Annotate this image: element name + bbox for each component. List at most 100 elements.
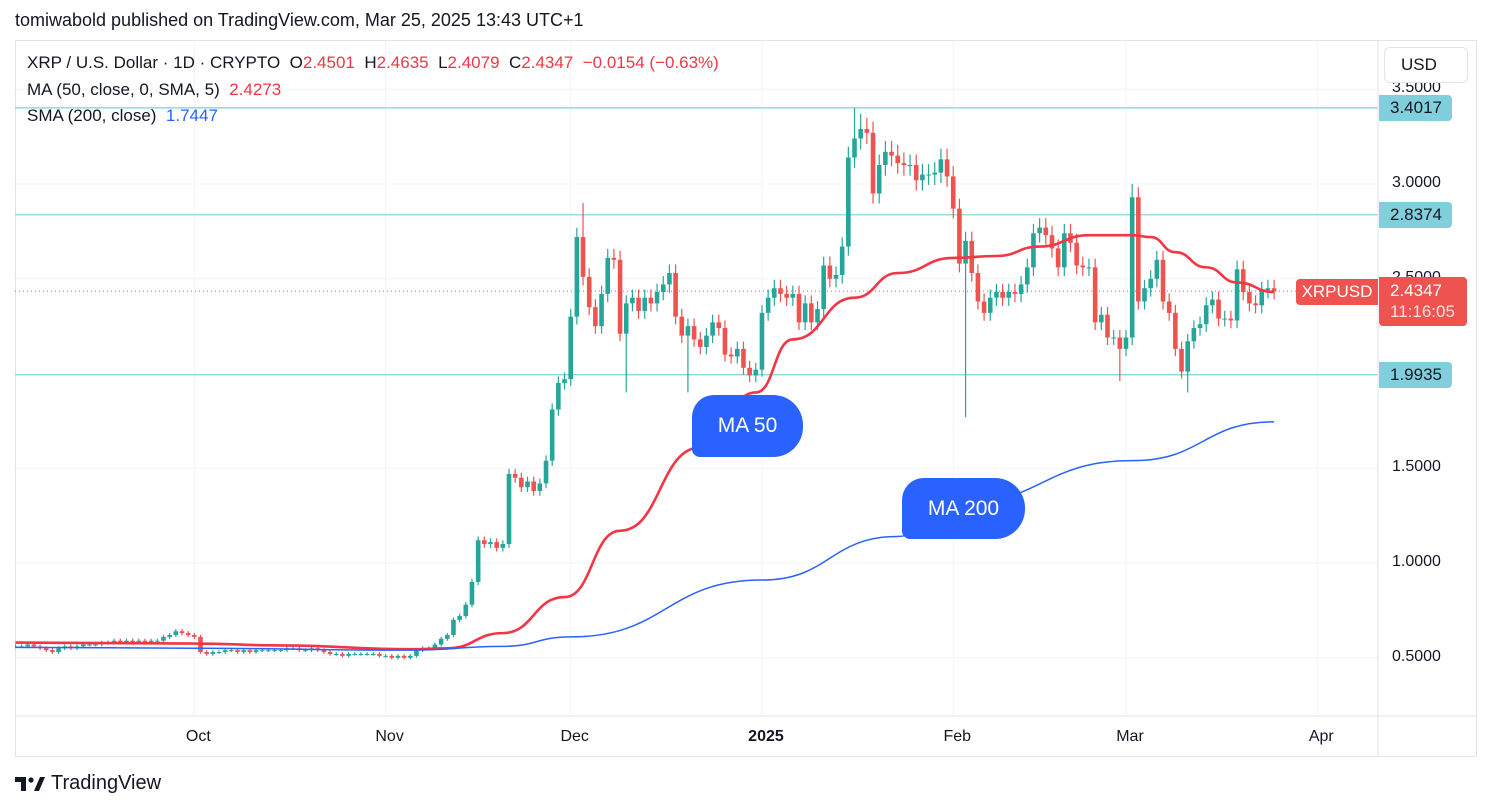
publish-info: tomiwabold published on TradingView.com,… xyxy=(15,10,584,30)
candle-body xyxy=(852,138,857,158)
candle-body xyxy=(580,237,586,277)
candle-body xyxy=(506,473,512,545)
candle-body xyxy=(241,650,246,653)
candle-body xyxy=(124,640,129,643)
candle-body xyxy=(1049,235,1055,249)
candle-body xyxy=(457,616,462,620)
candle-body xyxy=(148,640,154,643)
candle-body xyxy=(525,481,530,488)
candle-body xyxy=(1191,328,1197,342)
symbol-price-label: XRPUSD xyxy=(1296,279,1378,305)
bar-countdown: 11:16:05 xyxy=(1390,302,1455,321)
candle-body xyxy=(537,483,543,491)
candle-body xyxy=(809,303,814,323)
candle-body xyxy=(155,640,160,642)
candle-body xyxy=(1253,303,1258,306)
candle-body xyxy=(673,273,678,317)
sma200-legend[interactable]: SMA (200, close) 1.7447 xyxy=(27,106,218,126)
symbol-legend: XRP / U.S. Dollar · 1D · CRYPTO O2.4501 … xyxy=(27,53,719,73)
candle-body xyxy=(778,288,783,294)
candle-body xyxy=(469,581,475,605)
candle-body xyxy=(401,655,407,658)
candle-body xyxy=(549,409,555,461)
price-tick-label: 1.0000 xyxy=(1392,553,1441,570)
candle-body xyxy=(43,648,49,651)
candle-body xyxy=(136,640,142,643)
candle-body xyxy=(747,367,752,376)
candle-body xyxy=(599,293,604,327)
candle-body xyxy=(623,303,629,334)
price-tick-label: 0.5000 xyxy=(1392,647,1441,665)
high-value: 2.4635 xyxy=(376,53,429,72)
candle-body xyxy=(944,159,950,177)
open-value: 2.4501 xyxy=(302,53,355,72)
low-label: L xyxy=(438,53,448,72)
candle-body xyxy=(352,653,358,655)
candle-body xyxy=(463,604,469,617)
candle-body xyxy=(364,653,370,655)
ma50-value: 2.4273 xyxy=(229,80,282,99)
candle-body xyxy=(772,288,777,298)
tradingview-logo[interactable]: TradingView xyxy=(15,772,161,795)
ma50-annotation[interactable]: MA 50 xyxy=(692,395,803,457)
candle-body xyxy=(728,354,734,357)
candle-body xyxy=(704,335,709,347)
candle-body xyxy=(383,655,388,657)
candle-body xyxy=(1166,301,1172,313)
candle-body xyxy=(253,650,259,653)
plot-area xyxy=(15,41,1378,716)
time-tick-label: Nov xyxy=(375,728,404,745)
candle-body xyxy=(994,292,999,298)
candle-body xyxy=(1222,318,1228,320)
ma50-legend[interactable]: MA (50, close, 0, SMA, 5) 2.4273 xyxy=(27,80,281,100)
candle-body xyxy=(50,650,55,653)
candle-body xyxy=(414,650,419,656)
candle-body xyxy=(697,339,703,347)
candle-body xyxy=(722,328,728,355)
candle-body xyxy=(586,276,592,308)
currency-button[interactable]: USD xyxy=(1384,47,1468,83)
time-tick-label: Feb xyxy=(943,728,972,745)
candle-body xyxy=(1092,267,1098,323)
price-tick-label: 3.5000 xyxy=(1392,79,1441,97)
candle-body xyxy=(56,648,61,653)
candle-body xyxy=(25,644,31,647)
candle-body xyxy=(321,650,327,653)
price-tick-label: 1.5000 xyxy=(1392,458,1441,476)
candle-body xyxy=(438,638,444,645)
ma200-annotation[interactable]: MA 200 xyxy=(902,478,1025,539)
candle-body xyxy=(846,157,851,247)
candle-body xyxy=(167,635,172,637)
candle-body xyxy=(660,284,666,293)
candle-body xyxy=(1197,324,1203,329)
time-tick-label: Dec xyxy=(560,728,589,745)
candle-body xyxy=(741,348,746,368)
candle-body xyxy=(950,176,956,209)
candle-body xyxy=(192,635,197,637)
candle-body xyxy=(574,237,580,317)
candle-body xyxy=(161,636,166,641)
candle-body xyxy=(981,301,987,313)
candle-body xyxy=(815,309,820,323)
candle-body xyxy=(1247,292,1252,304)
symbol-title[interactable]: XRP / U.S. Dollar · 1D · CRYPTO xyxy=(27,53,281,72)
candle-body xyxy=(1080,265,1086,268)
candle-body xyxy=(679,316,685,336)
candle-body xyxy=(790,293,796,298)
candle-body xyxy=(1000,292,1005,298)
candle-body xyxy=(1031,233,1036,268)
candle-body xyxy=(1216,299,1221,319)
candle-body xyxy=(266,650,271,652)
candle-body xyxy=(1055,248,1061,268)
candle-body xyxy=(1265,288,1271,291)
candle-body xyxy=(482,540,487,545)
candle-body xyxy=(765,297,771,313)
last-price-badge: 2.4347 11:16:05 xyxy=(1379,277,1467,326)
candle-body xyxy=(31,644,37,647)
candle-body xyxy=(173,631,179,636)
candle-body xyxy=(913,165,919,181)
candle-body xyxy=(1074,242,1079,266)
candle-body xyxy=(259,650,265,652)
candle-body xyxy=(839,246,845,275)
